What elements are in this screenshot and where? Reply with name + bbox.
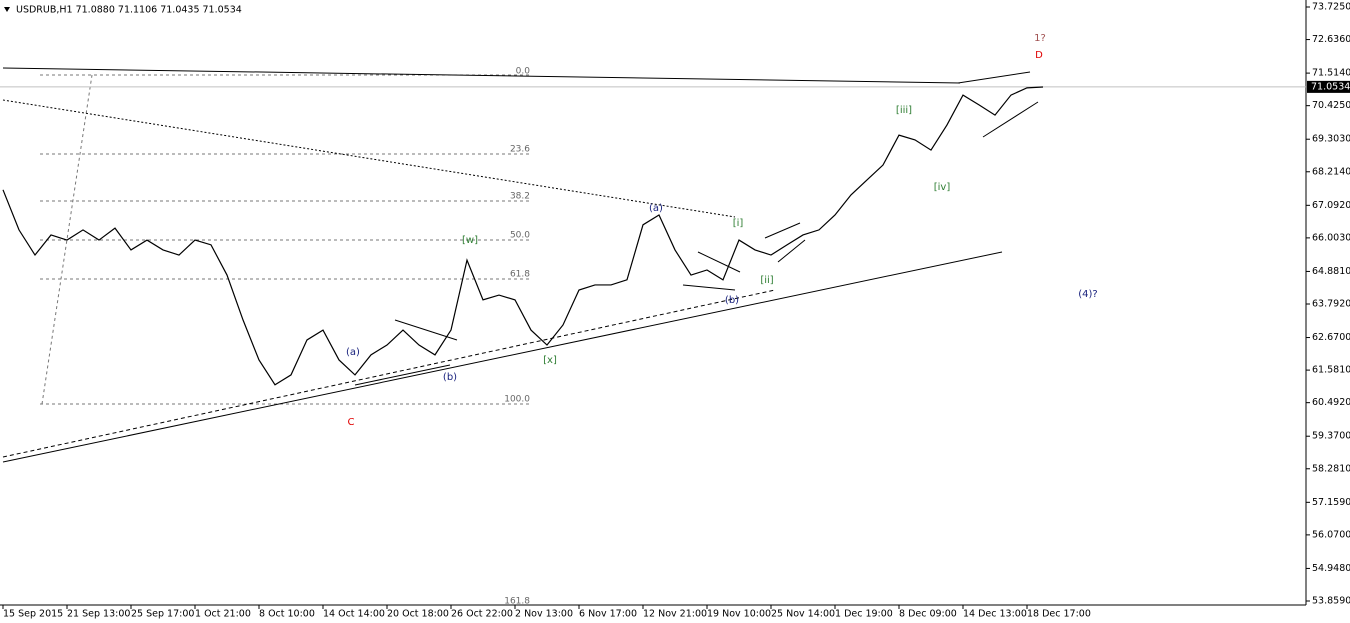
wave-label: (a) [346,347,360,358]
y-tick-label: 59.3700 [1312,431,1350,442]
trend-line [982,101,1039,138]
wave-label: [ii] [760,275,773,286]
x-tick-label: 26 Oct 22:00 [451,609,513,620]
trend-line [354,364,451,386]
trend-line [682,284,736,291]
y-tick-label: 67.0920 [1312,200,1350,211]
wave-label: [x] [543,355,557,366]
y-tick-label: 57.1590 [1312,497,1350,508]
x-tick-label: 8 Dec 09:00 [899,609,957,620]
x-tick-label: 8 Oct 10:00 [259,609,315,620]
y-tick-label: 58.2810 [1312,463,1350,474]
fib-label: 100.0 [504,395,530,405]
chart-title: USDRUB,H1 71.0880 71.1106 71.0435 71.053… [16,5,242,16]
fib-label: 0.0 [516,67,531,77]
y-tick-label: 54.9480 [1312,563,1350,574]
y-tick-label: 56.0700 [1312,529,1350,540]
trend-line [2,289,776,458]
x-tick-label: 2 Nov 13:00 [515,609,573,620]
x-tick-label: 15 Sep 2015 [3,609,63,620]
wave-label: (a) [649,203,663,214]
price-line [2,86,1044,386]
y-tick-label: 64.8810 [1312,266,1350,277]
menu-arrow [4,7,10,12]
fib-label: 23.6 [510,145,530,155]
wave-label: (4)? [1078,289,1097,300]
y-tick-label: 63.7920 [1312,298,1350,309]
y-tick-label: 66.0030 [1312,232,1350,243]
x-tick-label: 25 Sep 17:00 [131,609,194,620]
y-tick-label: 53.8590 [1312,595,1350,606]
wave-label: [iv] [934,182,951,193]
fib-label: 50.0 [510,231,530,241]
wave-label: [i] [733,218,744,229]
x-tick-label: 12 Nov 21:00 [643,609,707,620]
wave-label: 1? [1034,33,1046,44]
y-tick-label: 70.4250 [1312,100,1350,111]
x-tick-label: 14 Dec 13:00 [963,609,1027,620]
y-tick-label: 68.2140 [1312,166,1350,177]
fib-label: 161.8 [504,597,530,607]
y-tick-label: 73.7250 [1312,1,1350,12]
x-tick-label: 1 Dec 19:00 [835,609,893,620]
wave-label: [iii] [896,105,912,116]
y-tick-label: 71.5140 [1312,68,1350,79]
y-tick-label: 72.6360 [1312,34,1350,45]
trend-line [2,99,736,218]
trend-line [777,239,806,263]
trend-line [957,71,1031,84]
wave-label: [w] [462,235,478,246]
fib-label: 61.8 [510,270,530,280]
current-price-box [1307,80,1350,93]
wave-label: (b) [725,295,739,306]
x-tick-label: 6 Nov 17:00 [579,609,637,620]
y-tick-label: 61.5810 [1312,365,1350,376]
x-tick-label: 14 Oct 14:00 [323,609,385,620]
trend-line [697,251,741,273]
wave-label: C [348,417,355,428]
x-tick-label: 20 Oct 18:00 [387,609,449,620]
trend-line [2,67,961,84]
y-tick-label: 60.4920 [1312,397,1350,408]
trend-line [2,251,1003,463]
current-price-label: 71.0534 [1311,81,1350,92]
fib-line [41,74,93,405]
y-tick-label: 62.6700 [1312,332,1350,343]
x-tick-label: 19 Nov 10:00 [707,609,771,620]
x-tick-label: 18 Dec 17:00 [1027,609,1091,620]
wave-label: (b) [443,372,457,383]
wave-label: D [1035,50,1043,61]
x-tick-label: 1 Oct 21:00 [195,609,251,620]
x-tick-label: 21 Sep 13:00 [67,609,130,620]
x-tick-label: 25 Nov 14:00 [771,609,835,620]
trend-line [764,222,801,239]
fib-label: 38.2 [510,192,530,202]
y-tick-label: 69.3030 [1312,134,1350,145]
